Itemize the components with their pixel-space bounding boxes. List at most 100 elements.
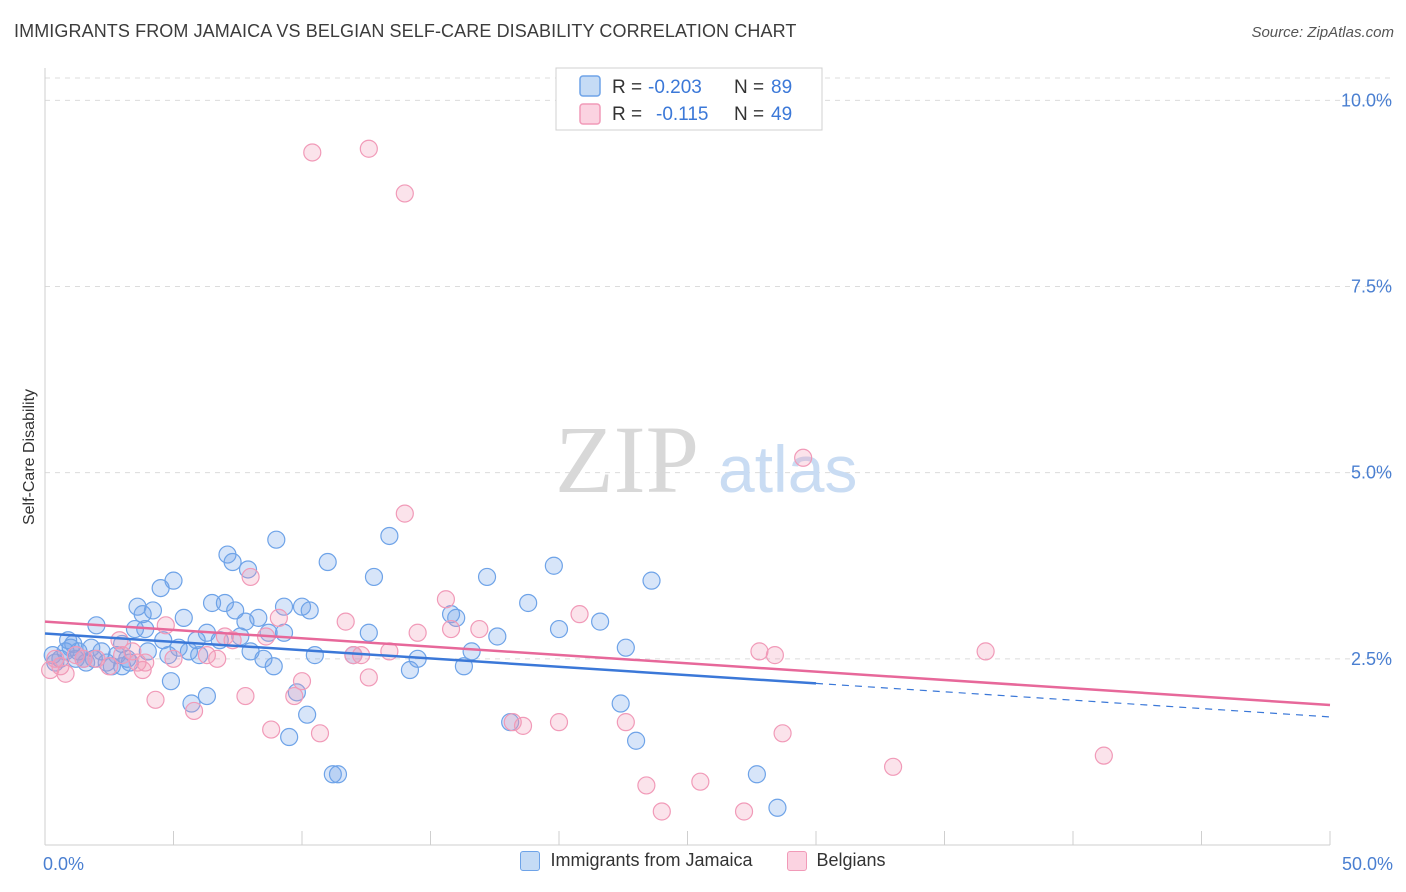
belgians-point	[691, 772, 710, 791]
jamaica-point	[488, 627, 507, 646]
legend-r-label-jamaica: R =	[612, 77, 642, 98]
belgians-point	[303, 143, 322, 162]
jamaica-point	[267, 530, 286, 549]
jamaica-point	[323, 765, 342, 784]
jamaica-point	[223, 552, 242, 572]
belgians-point	[470, 619, 489, 639]
jamaica-point	[274, 597, 294, 616]
jamaica-trend-extension	[815, 682, 1331, 718]
jamaica-point	[318, 552, 337, 572]
belgians-point	[197, 646, 217, 665]
legend-item-jamaica[interactable]: Immigrants from Jamaica	[520, 850, 753, 871]
jamaica-point	[298, 705, 317, 724]
jamaica-point	[249, 608, 268, 627]
belgians-point	[883, 757, 903, 776]
belgians-point	[395, 504, 414, 523]
jamaica-point	[264, 657, 283, 676]
y-tick-label: 7.5%	[1351, 277, 1392, 297]
belgians-point	[184, 701, 204, 721]
belgians-point	[773, 724, 792, 743]
belgians-point	[734, 802, 754, 821]
jamaica-point	[254, 649, 273, 668]
jamaica-point	[182, 694, 201, 713]
legend-swatch-belgians	[579, 103, 601, 125]
jamaica-point	[626, 731, 646, 750]
legend-label-jamaica: Immigrants from Jamaica	[550, 850, 753, 870]
jamaica-point	[238, 560, 258, 579]
belgians-point	[110, 631, 129, 650]
belgians-point	[269, 608, 288, 627]
jamaica-point	[359, 623, 378, 642]
jamaica-point	[174, 608, 193, 627]
belgians-trend-line	[44, 620, 1331, 707]
jamaica-point	[143, 601, 163, 620]
jamaica-point	[364, 567, 384, 587]
belgians-point	[310, 724, 330, 743]
belgians-point	[570, 605, 589, 624]
belgians-point	[503, 713, 522, 732]
belgians-point	[41, 660, 60, 680]
belgians-point	[236, 686, 255, 706]
jamaica-point	[202, 593, 222, 613]
belgians-point	[408, 623, 427, 642]
jamaica-point	[161, 672, 181, 691]
axes	[44, 68, 1331, 846]
legend-n-label-jamaica: N =	[734, 77, 764, 98]
jamaica-point	[138, 642, 157, 661]
belgians-point	[637, 776, 656, 795]
legend-swatch-jamaica	[579, 75, 601, 97]
jamaica-point	[544, 556, 563, 575]
belgians-point	[136, 653, 155, 672]
belgians-point	[1094, 746, 1113, 765]
belgians-point	[513, 716, 533, 735]
source-credit: Source: ZipAtlas.com	[1251, 24, 1394, 41]
x-tick-label: 50.0%	[1342, 854, 1393, 874]
jamaica-point	[642, 571, 661, 590]
jamaica-point	[164, 571, 183, 590]
belgians-point	[292, 672, 312, 691]
belgians-point	[112, 646, 132, 665]
tick-labels: 2.5% 5.0% 7.5% 10.0% 0.0% 50.0%	[43, 90, 1393, 874]
watermark-zip: ZIP	[555, 406, 699, 513]
jamaica-point	[477, 567, 497, 587]
belgians-point	[336, 612, 355, 631]
legend-item-belgians[interactable]: Belgians	[786, 850, 886, 871]
jamaica-point	[616, 638, 635, 657]
belgians-point	[441, 619, 461, 639]
y-tick-label: 10.0%	[1341, 90, 1392, 110]
belgians-point	[146, 690, 165, 709]
jamaica-point	[305, 646, 324, 665]
jamaica-point	[447, 608, 466, 627]
jamaica-point	[462, 642, 481, 661]
belgians-point	[262, 720, 281, 739]
legend-r-value-jamaica: -0.203	[648, 77, 702, 98]
jamaica-point	[215, 593, 234, 613]
legend-r-value-belgians: -0.115	[656, 104, 708, 125]
legend-n-label-belgians: N =	[734, 104, 764, 125]
belgians-point	[164, 649, 183, 668]
watermark: ZIP atlas	[555, 406, 857, 513]
trend-lines	[44, 620, 1331, 718]
jamaica-point	[133, 605, 152, 624]
belgians-point	[976, 642, 995, 661]
jamaica-point	[380, 526, 399, 546]
belgians-point	[652, 802, 671, 821]
belgians-point	[616, 713, 635, 732]
x-tick-label: 0.0%	[43, 854, 84, 874]
belgians-point	[133, 660, 152, 680]
legend-n-value-jamaica: 89	[771, 77, 792, 98]
belgians-point	[56, 664, 75, 683]
belgians-point	[794, 448, 813, 467]
stats-legend: R = -0.203 N = 89 R = -0.115 N = 49	[555, 67, 823, 131]
legend-swatch-icon-jamaica	[520, 850, 541, 871]
belgians-point	[123, 642, 142, 661]
y-tick-label: 2.5%	[1351, 649, 1392, 669]
jamaica-point	[519, 593, 538, 613]
jamaica-point	[300, 601, 319, 620]
belgians-point	[765, 646, 784, 665]
jamaica-point	[747, 765, 766, 784]
jamaica-trend-line	[44, 632, 817, 685]
y-axis-title: Self-Care Disability	[21, 389, 38, 525]
watermark-atlas: atlas	[718, 432, 857, 506]
